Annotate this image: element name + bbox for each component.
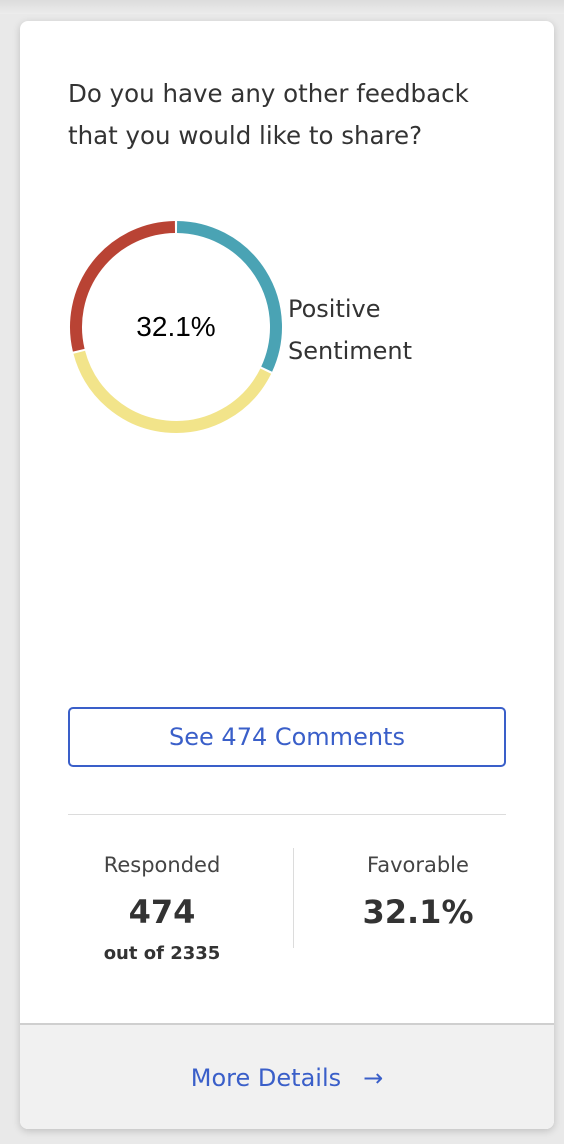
sentiment-donut-chart: 32.1% — [68, 219, 284, 435]
feedback-card: Do you have any other feedback that you … — [20, 21, 554, 1129]
donut-segment-positive — [176, 221, 282, 372]
favorable-value: 32.1% — [362, 893, 474, 931]
divider — [68, 814, 506, 815]
donut-label: Positive Sentiment — [288, 288, 438, 372]
more-details-link[interactable]: More Details → — [20, 1023, 554, 1129]
arrow-right-icon: → — [363, 1064, 384, 1092]
responded-total: out of 2335 — [103, 943, 221, 964]
donut-center-value: 32.1% — [136, 311, 216, 342]
responded-label: Responded — [103, 853, 221, 877]
favorable-label: Favorable — [367, 853, 469, 877]
top-shadow — [0, 0, 564, 14]
favorable-stat: Favorable 32.1% — [308, 846, 528, 940]
see-comments-button[interactable]: See 474 Comments — [68, 707, 506, 767]
responded-stat: Responded 474 out of 2335 — [52, 846, 272, 968]
donut-segment-neutral — [73, 350, 272, 433]
stats-separator — [293, 848, 294, 948]
responded-value: 474 — [128, 893, 196, 931]
donut-svg — [70, 221, 282, 433]
donut-label-text: Positive Sentiment — [288, 295, 413, 365]
donut-segment-negative — [70, 221, 176, 352]
more-details-label: More Details — [190, 1064, 342, 1092]
question-title: Do you have any other feedback that you … — [68, 79, 469, 150]
